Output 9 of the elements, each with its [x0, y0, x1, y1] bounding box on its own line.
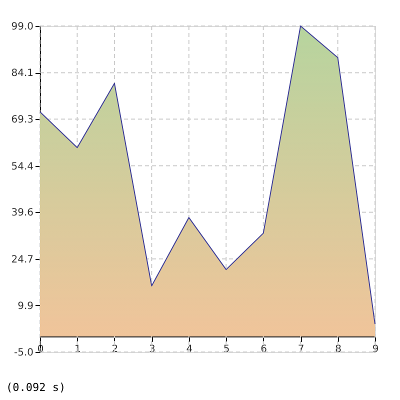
- y-tick-label: 24.7: [11, 254, 34, 266]
- y-tick-label: -5.0: [14, 348, 34, 358]
- y-tick-label: 69.3: [11, 114, 34, 126]
- y-tick-label: 9.9: [18, 300, 34, 312]
- text: (0.092 s): [6, 381, 66, 394]
- y-tick-label: 84.1: [11, 68, 34, 80]
- y-tick-label: 99.0: [11, 22, 34, 32]
- y-tick-label: 39.6: [11, 208, 34, 219]
- y-tick-label: 54.4: [11, 161, 34, 172]
